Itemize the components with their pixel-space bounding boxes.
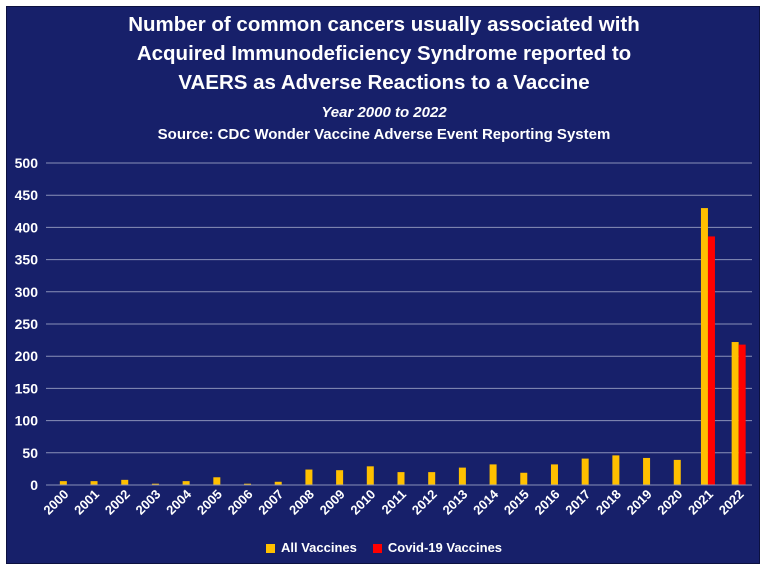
x-tick-label-2018: 2018 [593, 487, 624, 518]
x-tick-label-2013: 2013 [439, 487, 470, 518]
x-tick-label-2011: 2011 [379, 487, 410, 518]
y-tick-label-450: 450 [15, 187, 39, 203]
bar-all-vaccines-2011 [397, 472, 405, 485]
y-tick-label-350: 350 [15, 252, 39, 268]
x-tick-label-2009: 2009 [317, 487, 348, 518]
bar-all-vaccines-2019 [643, 457, 651, 485]
chart-title-line-1: Number of common cancers usually associa… [128, 13, 640, 36]
bar-all-vaccines-2014 [489, 464, 497, 485]
bar-all-vaccines-2004 [182, 481, 190, 485]
legend-swatch-all-vaccines [265, 543, 275, 553]
bar-all-vaccines-2021 [700, 208, 708, 485]
chart-title-line-3: VAERS as Adverse Reactions to a Vaccine [178, 71, 590, 94]
bar-all-vaccines-2020 [673, 459, 681, 485]
x-tick-label-2006: 2006 [225, 487, 256, 518]
legend-label-all-vaccines: All Vaccines [280, 540, 357, 555]
legend-item-all-vaccines: All Vaccines [265, 540, 357, 556]
legend-swatch-covid19-vaccines [372, 543, 382, 553]
bar-all-vaccines-2010 [366, 466, 374, 485]
x-tick-label-2012: 2012 [409, 487, 440, 518]
x-tick-label-2017: 2017 [562, 487, 593, 518]
y-tick-label-50: 50 [22, 445, 38, 461]
bar-all-vaccines-2009 [336, 470, 344, 485]
bar-all-vaccines-2007 [274, 481, 282, 485]
bar-all-vaccines-2002 [121, 479, 129, 485]
legend: All Vaccines Covid-19 Vaccines [0, 540, 768, 556]
bar-all-vaccines-2018 [612, 455, 620, 485]
y-tick-label-200: 200 [15, 348, 39, 364]
bar-all-vaccines-2017 [581, 458, 589, 485]
x-tick-label-2015: 2015 [501, 487, 532, 518]
y-tick-label-250: 250 [15, 316, 39, 332]
bar-covid19-vaccines-2022 [738, 344, 746, 485]
chart-subtitle: Year 2000 to 2022 [321, 104, 447, 121]
x-tick-label-2020: 2020 [654, 487, 685, 518]
y-tick-label-100: 100 [15, 413, 39, 429]
x-tick-label-2007: 2007 [255, 487, 286, 518]
chart-source: Source: CDC Wonder Vaccine Adverse Event… [157, 126, 611, 143]
y-tick-label-150: 150 [15, 380, 39, 396]
legend-label-covid19-vaccines: Covid-19 Vaccines [387, 540, 503, 555]
bar-all-vaccines-2012 [428, 472, 436, 485]
x-tick-label-2022: 2022 [716, 487, 747, 518]
x-tick-label-2003: 2003 [132, 487, 163, 518]
y-tick-label-0: 0 [30, 477, 38, 493]
y-tick-label-500: 500 [15, 155, 39, 171]
bar-all-vaccines-2016 [550, 464, 558, 485]
legend-item-covid19-vaccines: Covid-19 Vaccines [372, 540, 503, 556]
x-tick-label-2019: 2019 [624, 487, 655, 518]
y-tick-label-300: 300 [15, 284, 39, 300]
x-tick-label-2004: 2004 [163, 486, 195, 518]
x-tick-label-2008: 2008 [286, 487, 317, 518]
y-tick-label-400: 400 [15, 219, 39, 235]
bar-all-vaccines-2006 [244, 483, 252, 485]
x-tick-label-2010: 2010 [347, 487, 378, 518]
bar-all-vaccines-2022 [731, 342, 739, 485]
x-tick-label-2021: 2021 [685, 487, 716, 518]
bar-all-vaccines-2005 [213, 477, 221, 485]
bar-covid19-vaccines-2021 [707, 236, 715, 485]
chart-title-line-2: Acquired Immunodeficiency Syndrome repor… [136, 42, 632, 65]
x-tick-label-2002: 2002 [102, 487, 133, 518]
bar-all-vaccines-2001 [90, 481, 98, 485]
x-tick-label-2001: 2001 [71, 487, 102, 518]
bar-all-vaccines-2015 [520, 472, 528, 485]
bar-all-vaccines-2000 [59, 481, 67, 485]
chart-frame [6, 6, 760, 564]
x-tick-label-2014: 2014 [470, 486, 502, 518]
bar-all-vaccines-2008 [305, 469, 313, 485]
x-tick-label-2005: 2005 [194, 487, 225, 518]
bar-all-vaccines-2003 [151, 483, 159, 485]
x-tick-label-2000: 2000 [40, 487, 71, 518]
x-tick-label-2016: 2016 [532, 487, 563, 518]
bar-all-vaccines-2013 [458, 467, 466, 485]
